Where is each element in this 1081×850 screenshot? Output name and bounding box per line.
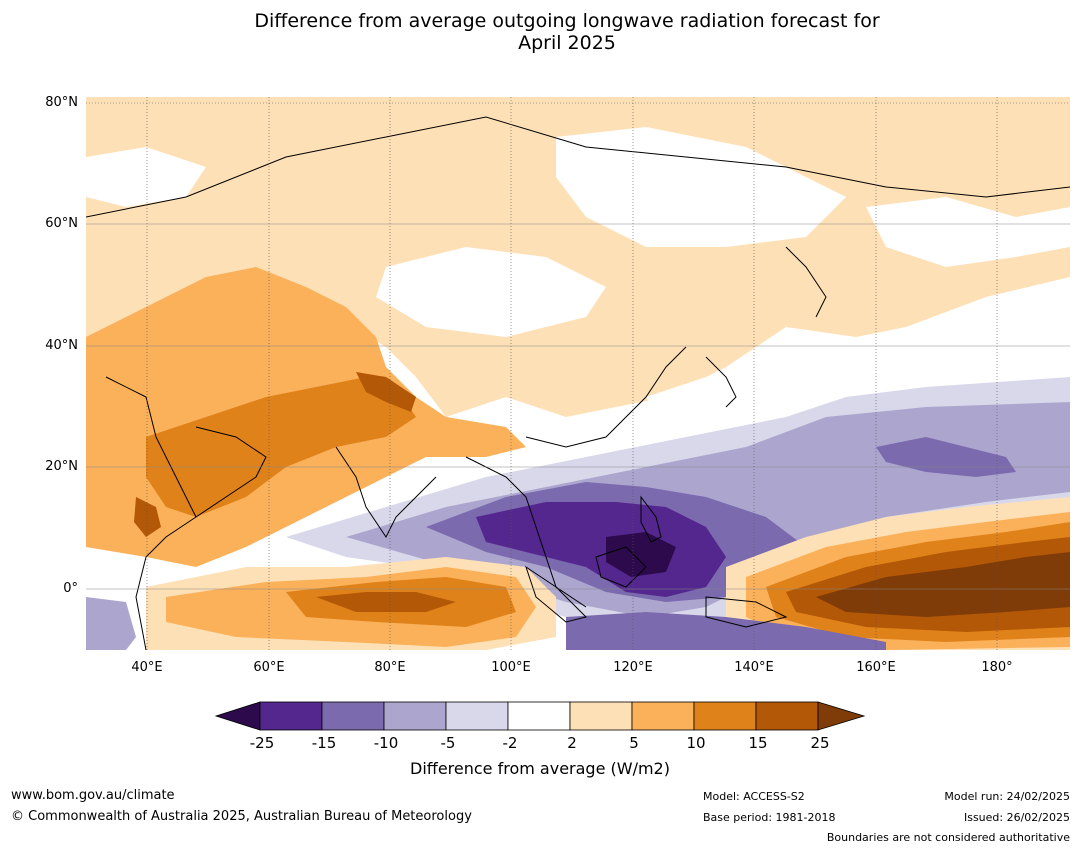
colorbar-tick: 25 [810,734,830,752]
anomaly-pacific-darkest-brown [816,552,1070,617]
colorbar-seg-2-2 [507,701,571,731]
graticule [86,97,1070,650]
colorbar-svg [214,701,866,731]
colorbar-label: Difference from average (W/m2) [410,759,670,778]
colorbar-tick: -15 [311,734,337,752]
colorbar-seg-10-5 [383,701,447,731]
anomaly-indian-ocean-darker [316,592,456,612]
footer-base-period: Base period: 1981-2018 [703,811,836,824]
coast-india [335,446,437,538]
coast-arctic [86,116,1070,218]
anomaly-australia-purple [566,612,886,650]
colorbar-tick: 2 [567,734,577,752]
anomaly-northern-light-band [86,97,1070,417]
colorbar-seg-15-10 [321,701,385,731]
coast-borneo [595,546,647,588]
anomaly-northern-white-5 [646,377,746,427]
colorbar-tick: 5 [629,734,639,752]
anomaly-tibet-dark [356,372,416,412]
colorbar-tick: -25 [249,734,275,752]
lat-label-equator: 0° [63,581,78,596]
anomaly-maritime-darkest [606,532,676,577]
colorbar-seg-2-5 [569,701,633,731]
map-svg [86,97,1070,650]
colorbar-seg-5-2 [445,701,509,731]
lat-label-40n: 40°N [45,338,78,353]
colorbar-seg-lt-25 [214,701,261,731]
anomaly-northern-white-2 [376,247,606,337]
footer-disclaimer: Boundaries are not considered authoritat… [826,831,1070,844]
coast-new-guinea [705,596,788,628]
footer-copyright: © Commonwealth of Australia 2025, Austra… [11,809,472,824]
colorbar-tick: -2 [502,734,518,752]
colorbar-seg-25-15 [259,701,323,731]
map-title: Difference from average outgoing longwav… [0,10,1081,54]
lon-label-80e: 80°E [374,660,406,675]
coast-sumatra [525,565,587,623]
lon-label-180: 180° [981,660,1013,675]
colorbar-seg-15-25 [755,701,819,731]
colorbar-seg-5-10 [631,701,695,731]
coast-china [525,346,687,448]
lon-label-60e: 60°E [253,660,285,675]
lon-label-140e: 140°E [734,660,774,675]
anomaly-maritime-deep-purple [476,502,726,597]
colorbar-seg-gt-25 [817,701,866,731]
anomaly-west-indian-purple [86,597,136,650]
footer-website-link[interactable]: www.bom.gov.au/climate [11,788,175,803]
lat-label-20n: 20°N [45,459,78,474]
olr-anomaly-map [86,97,1070,650]
lon-label-100e: 100°E [491,660,531,675]
colorbar-tick: -5 [440,734,456,752]
colorbar [214,700,866,732]
colorbar-seg-10-15 [693,701,757,731]
parallels-solid [86,223,1070,590]
colorbar-tick: -10 [373,734,399,752]
lat-label-60n: 60°N [45,216,78,231]
colorbar-tick: 10 [686,734,706,752]
coastlines [86,116,1070,650]
anomaly-northern-white-3 [866,197,1070,267]
coast-philippines [640,495,662,543]
anomaly-northern-white-1 [556,127,846,247]
lon-label-160e: 160°E [856,660,896,675]
anomaly-arabia-dark-orange [146,377,416,517]
title-line-1: Difference from average outgoing longwav… [254,10,880,32]
anomaly-northern-white-4 [86,147,206,207]
coast-japan [705,356,737,408]
lon-label-40e: 40°E [131,660,163,675]
footer-issued: Issued: 26/02/2025 [963,811,1070,824]
lon-label-120e: 120°E [613,660,653,675]
coast-kamchatka [785,246,827,318]
colorbar-tick: 15 [748,734,768,752]
anomaly-arabia-darker [134,497,161,537]
title-line-2: April 2025 [518,32,616,54]
footer-model-run: Model run: 24/02/2025 [944,790,1070,803]
lat-label-80n: 80°N [45,95,78,110]
footer-model: Model: ACCESS-S2 [703,790,805,803]
